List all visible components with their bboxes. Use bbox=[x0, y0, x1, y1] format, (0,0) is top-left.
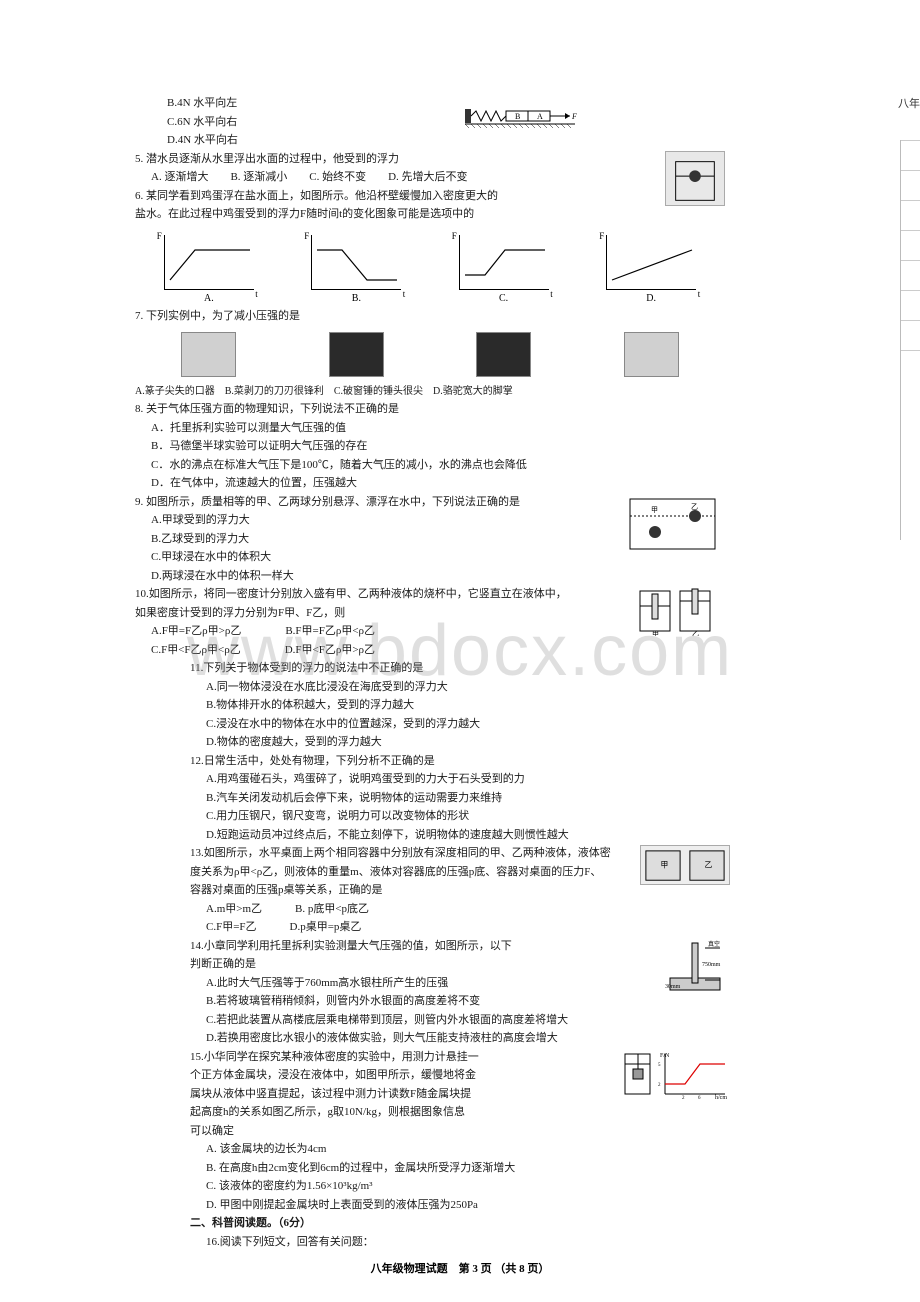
svg-text:5: 5 bbox=[658, 1063, 661, 1068]
side-label: 八年 bbox=[898, 95, 920, 111]
spring-diagram: B A F bbox=[465, 101, 585, 131]
q4-opt-d: D.4N 水平向右 bbox=[135, 132, 725, 149]
svg-text:2: 2 bbox=[682, 1096, 685, 1099]
q13-row2: C.F甲=F乙 D.p桌甲=p桌乙 bbox=[190, 919, 730, 936]
q8-c: C．水的沸点在标准大气压下是100℃，随着大气压的减小，水的沸点也会降低 bbox=[135, 457, 725, 474]
q9-fig: 甲乙 bbox=[625, 494, 720, 554]
section2-header: 二、科普阅读题。（6分） bbox=[190, 1215, 730, 1232]
side-ruler bbox=[900, 140, 920, 540]
svg-text:甲: 甲 bbox=[652, 630, 659, 636]
q4-opt-b: B.4N 水平向左 bbox=[135, 95, 725, 112]
svg-text:F/N: F/N bbox=[660, 1053, 670, 1059]
svg-text:6: 6 bbox=[698, 1096, 701, 1099]
chart-d: Ft bbox=[606, 235, 696, 290]
q7-opts: A.篆子尖失的口器 B.菜剥刀的刀刃很锋利 C.破窗锤的锤头很尖 D.骆驼宽大的… bbox=[135, 384, 725, 399]
q6-stem2: 盐水。在此过程中鸡蛋受到的浮力F随时间t的变化图象可能是选项中的 bbox=[135, 206, 725, 223]
svg-text:h/cm: h/cm bbox=[715, 1095, 727, 1099]
q14-b: B.若将玻璃管稍稍倾斜，则管内外水银面的高度差将不变 bbox=[190, 993, 730, 1010]
q7-stem: 7. 下列实例中，为了减小压强的是 bbox=[135, 308, 725, 325]
q16-stem: 16.阅读下列短文，回答有关问题： bbox=[190, 1234, 730, 1251]
q14-c: C.若把此装置从高楼底层乘电梯带到顶层，则管内外水银面的高度差将增大 bbox=[190, 1012, 730, 1029]
svg-text:乙: 乙 bbox=[692, 630, 699, 636]
q8-stem: 8. 关于气体压强方面的物理知识，下列说法不正确的是 bbox=[135, 401, 725, 418]
q14-stem: 14.小章同学利用托里拆利实验测量大气压强的值，如图所示，以下 bbox=[190, 938, 730, 955]
q12-b: B.汽车关闭发动机后会停下来，说明物体的运动需要力来维持 bbox=[190, 790, 730, 807]
q14-fig: 真空 750mm 30mm bbox=[660, 938, 730, 993]
q15-s4: 起高度h的关系如图乙所示，g取10N/kg，则根据图象信息 bbox=[190, 1104, 730, 1121]
chart-c: Ft bbox=[459, 235, 549, 290]
q5-stem: 5. 潜水员逐渐从水里浮出水面的过程中，他受到的浮力 bbox=[135, 151, 725, 168]
exam-page-2: B A F B.4N 水平向左 C.6N 水平向右 D.4N 水平向右 5. 潜… bbox=[135, 95, 725, 595]
q10-row2: C.F甲<F乙ρ甲<ρ乙 D.F甲<F乙ρ甲>ρ乙 bbox=[135, 642, 725, 659]
q6-stem1: 6. 某同学看到鸡蛋浮在盐水面上，如图所示。他沿杯壁缓慢加入密度更大的 bbox=[135, 188, 725, 205]
svg-text:乙: 乙 bbox=[691, 503, 698, 511]
q14-d: D.若换用密度比水银小的液体做实验，则大气压能支持液柱的高度会增大 bbox=[190, 1030, 730, 1047]
q12-stem: 12.日常生活中，处处有物理，下列分析不正确的是 bbox=[190, 753, 730, 770]
svg-text:750mm: 750mm bbox=[702, 962, 721, 968]
q6-beaker-fig bbox=[665, 151, 725, 206]
q7-images bbox=[135, 329, 725, 379]
q10-fig: 甲乙 bbox=[635, 586, 715, 636]
q4-opt-c: C.6N 水平向右 bbox=[135, 114, 725, 131]
exam-page-3: 11.下列关于物体受到的浮力的说法中不正确的是 A.同一物体浸没在水底比浸没在海… bbox=[190, 660, 730, 1220]
svg-text:F: F bbox=[571, 112, 577, 121]
q5-opts: A. 逐渐增大 B. 逐渐减小 C. 始终不变 D. 先增大后不变 bbox=[135, 169, 725, 186]
q12-a: A.用鸡蛋碰石头，鸡蛋碎了，说明鸡蛋受到的力大于石头受到的力 bbox=[190, 771, 730, 788]
q8-a: A．托里拆利实验可以测量大气压强的值 bbox=[135, 420, 725, 437]
q7-img-a bbox=[181, 332, 236, 377]
page3-footer: 八年级物理试题 第 3 页 （共 8 页） bbox=[190, 1260, 730, 1276]
lbl-b: B. bbox=[352, 293, 361, 304]
chart-labels: A. B. C. D. bbox=[135, 293, 725, 304]
svg-text:2: 2 bbox=[658, 1083, 661, 1088]
lbl-c: C. bbox=[499, 293, 508, 304]
svg-text:真空: 真空 bbox=[708, 940, 720, 948]
q11-c: C.浸没在水中的物体在水中的位置越深，受到的浮力越大 bbox=[190, 716, 730, 733]
q6-charts: Ft Ft Ft Ft bbox=[135, 230, 725, 290]
q13-fig: 甲乙 bbox=[640, 845, 730, 885]
q11-b: B.物体排开水的体积越大，受到的浮力越大 bbox=[190, 697, 730, 714]
q12-c: C.用力压钢尺，钢尺变弯，说明力可以改变物体的形状 bbox=[190, 808, 730, 825]
chart-b: Ft bbox=[311, 235, 401, 290]
q8-b: B．马德堡半球实验可以证明大气压强的存在 bbox=[135, 438, 725, 455]
q7-img-d bbox=[624, 332, 679, 377]
q15-d: D. 甲图中刚提起金属块时上表面受到的液体压强为250Pa bbox=[190, 1197, 730, 1214]
chart-a: Ft bbox=[164, 235, 254, 290]
q12-d: D.短跑运动员冲过终点后，不能立刻停下，说明物体的速度越大则惯性越大 bbox=[190, 827, 730, 844]
svg-text:B: B bbox=[515, 112, 520, 121]
q15-fig: F/N h/cm 2 5 2 6 bbox=[620, 1049, 730, 1099]
q15-b: B. 在高度h由2cm变化到6cm的过程中，金属块所受浮力逐渐增大 bbox=[190, 1160, 730, 1177]
q11-d: D.物体的密度越大，受到的浮力越大 bbox=[190, 734, 730, 751]
svg-text:30mm: 30mm bbox=[665, 984, 681, 990]
lbl-d: D. bbox=[646, 293, 656, 304]
q7-img-c bbox=[476, 332, 531, 377]
q11-a: A.同一物体浸没在水底比浸没在海底受到的浮力大 bbox=[190, 679, 730, 696]
q7-img-b bbox=[329, 332, 384, 377]
q14-stem2: 判断正确的是 bbox=[190, 956, 730, 973]
q15-c: C. 该液体的密度约为1.56×10³kg/m³ bbox=[190, 1178, 730, 1195]
q8-d: D．在气体中，流速越大的位置，压强越大 bbox=[135, 475, 725, 492]
q14-a: A.此时大气压强等于760mm高水银柱所产生的压强 bbox=[190, 975, 730, 992]
svg-text:乙: 乙 bbox=[705, 861, 713, 870]
svg-text:A: A bbox=[537, 112, 543, 121]
q13-row1: A.m甲>m乙 B. p底甲<p底乙 bbox=[190, 901, 730, 918]
q11-stem: 11.下列关于物体受到的浮力的说法中不正确的是 bbox=[190, 660, 730, 677]
q9-d: D.两球浸在水中的体积一样大 bbox=[135, 568, 725, 585]
q15-a: A. 该金属块的边长为4cm bbox=[190, 1141, 730, 1158]
svg-text:甲: 甲 bbox=[661, 861, 669, 870]
svg-text:甲: 甲 bbox=[651, 506, 658, 514]
q15-s5: 可以确定 bbox=[190, 1123, 730, 1140]
lbl-a: A. bbox=[204, 293, 214, 304]
